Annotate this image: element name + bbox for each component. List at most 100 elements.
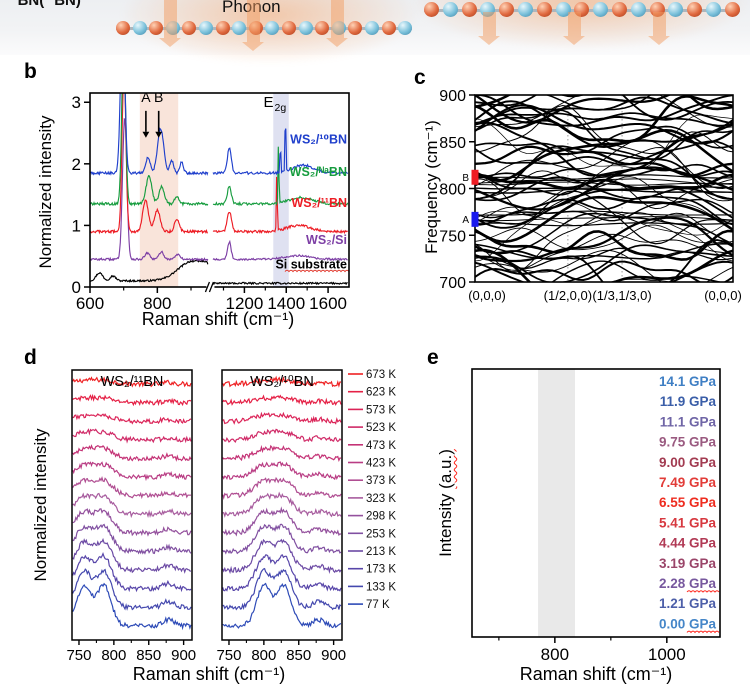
temperature-spectrum-curve <box>222 523 342 555</box>
subpanel-title: WS₂/¹⁰BN <box>250 374 314 390</box>
boron-atom <box>381 21 396 35</box>
y-tick-label: 900 <box>439 88 466 105</box>
boron-atom <box>149 21 164 35</box>
boron-atom <box>499 2 515 17</box>
highlight-band <box>538 369 576 637</box>
x-tick-label: 800 <box>541 645 569 664</box>
phonon-arrow-head <box>648 36 670 45</box>
series-label: WS₂/¹¹BN <box>291 196 347 210</box>
nitrogen-atom <box>199 21 213 35</box>
peak-annotation: A <box>141 89 151 105</box>
phonon-band <box>475 243 733 260</box>
x-tick-label: 800 <box>143 294 171 313</box>
y-tick-label: 800 <box>439 182 466 199</box>
panel-d-ylabel: Normalized intensity <box>31 428 50 582</box>
nitrogen-atom <box>232 21 247 35</box>
temperature-spectrum-curve <box>72 537 192 574</box>
spellcheck-squiggle <box>686 630 720 634</box>
boron-atom <box>282 21 296 35</box>
panel-b-letter: b <box>24 60 37 83</box>
pressure-label: 1.21 GPa <box>659 596 717 611</box>
phonon-band <box>544 95 652 111</box>
phonon-band <box>475 128 733 182</box>
phonon-arrow <box>483 12 496 36</box>
phonon-band <box>475 114 733 169</box>
temperature-spectrum-curve <box>72 444 192 462</box>
panel-e-letter: e <box>427 346 439 369</box>
temperature-spectrum-curve <box>72 552 192 593</box>
phonon-band <box>475 95 733 127</box>
boron-atom <box>687 2 703 17</box>
temperature-spectrum-curve <box>222 582 342 629</box>
panel-c-plot: 700 750 800 850 900 (0,0,0) (1/2,0,0) (1/3,1/3,… <box>439 88 741 303</box>
panel-a-isotope-label: ¹⁰BN(¹¹BN) <box>6 0 81 9</box>
mode-marker-label: B <box>462 173 469 184</box>
phonon-band <box>475 195 733 243</box>
e2g-annotation-sub: 2g <box>275 102 287 114</box>
nitrogen-atom <box>398 21 413 35</box>
pressure-label: 0.00 GPa <box>659 616 717 631</box>
legend-label: 423 K <box>366 458 396 470</box>
panel-b-ylabel: Normalized intensity <box>36 115 55 269</box>
legend-label: 573 K <box>366 404 396 416</box>
phonon-band <box>475 216 733 263</box>
temperature-spectrum-curve <box>222 375 342 388</box>
nitrogen-atom <box>555 2 571 17</box>
plot-frame <box>221 369 343 641</box>
pressure-label: 4.44 GPa <box>659 536 717 551</box>
x-tick-label: 750 <box>66 647 91 664</box>
nitrogen-atom <box>706 2 721 17</box>
phonon-band <box>475 140 733 166</box>
x-tick-label: 1600 <box>309 294 347 313</box>
nitrogen-atom <box>668 2 684 17</box>
panel-d-xlabel: Raman shift (cm⁻¹) <box>132 664 286 684</box>
phonon-band <box>475 121 733 177</box>
phonon-arrow <box>164 0 177 38</box>
nitrogen-atom <box>593 2 609 17</box>
y-tick-label: 0 <box>72 278 81 297</box>
panel-a-illustration: ¹⁰BN(¹¹BN) Phonon <box>0 0 750 65</box>
phonon-band <box>475 95 733 111</box>
temperature-spectrum-curve <box>72 461 192 482</box>
phonon-band <box>475 210 733 236</box>
phonon-arrow <box>331 0 344 38</box>
phonon-arrow-head <box>478 36 500 45</box>
panel-e-ylabel-main: Intensity <box>436 488 455 557</box>
x-tick-label: 1000 <box>648 645 686 664</box>
y-tick-label: 750 <box>439 228 466 245</box>
axis-break-mark <box>208 281 215 293</box>
pressure-label: 11.1 GPa <box>660 414 717 429</box>
phonon-band <box>475 109 733 161</box>
boron-atom <box>182 21 197 35</box>
legend-label: 133 K <box>366 581 396 593</box>
panel-d-letter: d <box>24 346 37 369</box>
phonon-band <box>475 195 733 226</box>
phonon-band <box>475 224 733 251</box>
panel-e-ylabel: Intensity (a.u.) <box>436 393 458 613</box>
phonon-band <box>475 188 733 194</box>
nitrogen-atom <box>365 21 379 35</box>
x-tick-label: 750 <box>216 647 241 664</box>
phonon-band <box>475 239 733 282</box>
boron-atom <box>116 21 130 35</box>
y-tick-label: 700 <box>439 275 466 292</box>
series-label: WS₂/Si <box>306 233 347 247</box>
pressure-label: 2.28 GPa <box>659 576 717 591</box>
pressure-label: 3.19 GPa <box>659 556 717 571</box>
plot-frame <box>89 92 350 288</box>
phonon-band <box>475 125 733 154</box>
phonon-band <box>475 222 733 227</box>
temperature-spectrum-curve <box>72 475 192 500</box>
phonon-band <box>475 100 733 148</box>
y-tick-label: 2 <box>72 155 81 174</box>
e2g-annotation: E <box>264 94 274 111</box>
pressure-label: 14.1 GPa <box>659 374 717 389</box>
pressure-label: 11.9 GPa <box>660 394 717 409</box>
raman-spectrum-curve <box>212 176 348 235</box>
phonon-arrow-head <box>326 38 348 47</box>
series-label: WS₂/¹⁰BN <box>290 133 347 147</box>
kpath-label: (1/2,0,0) <box>544 288 592 303</box>
x-tick-label: 1400 <box>267 294 305 313</box>
phonon-arrow-head <box>159 38 181 47</box>
legend-label: 473 K <box>366 440 396 452</box>
